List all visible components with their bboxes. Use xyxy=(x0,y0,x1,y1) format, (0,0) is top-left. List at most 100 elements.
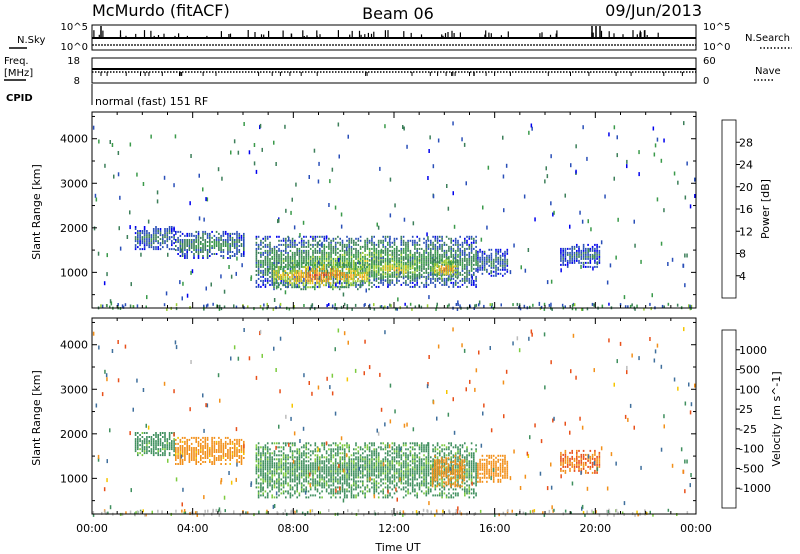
nsearch-tick-high: 10^5 xyxy=(703,22,730,33)
data-cell xyxy=(314,257,317,260)
data-cell xyxy=(582,249,585,252)
data-cell xyxy=(582,265,585,268)
data-cell xyxy=(440,267,443,270)
data-cell xyxy=(497,260,499,263)
data-cell xyxy=(663,305,665,309)
data-cell xyxy=(375,265,378,268)
data-cell xyxy=(634,243,636,248)
data-cell xyxy=(594,251,596,254)
data-cell xyxy=(562,259,564,262)
data-cell xyxy=(134,434,137,436)
data-cell xyxy=(677,180,679,185)
data-cell xyxy=(461,249,464,252)
data-cell xyxy=(288,307,291,311)
data-cell xyxy=(150,244,153,247)
data-cell xyxy=(341,452,344,455)
data-cell xyxy=(204,457,207,459)
data-cell xyxy=(159,432,162,434)
data-cell xyxy=(371,239,373,242)
data-cell xyxy=(481,258,484,261)
data-cell xyxy=(298,462,301,465)
data-cell xyxy=(490,264,493,267)
data-cell xyxy=(359,272,361,275)
data-cell xyxy=(262,470,264,473)
data-cell xyxy=(409,251,412,254)
data-cell xyxy=(325,490,328,493)
data-cell xyxy=(423,241,425,244)
data-cell xyxy=(280,488,283,491)
data-cell xyxy=(321,241,323,244)
data-cell xyxy=(319,456,321,459)
data-cell xyxy=(266,302,268,306)
data-cell xyxy=(275,285,278,290)
data-cell xyxy=(343,462,346,465)
data-cell xyxy=(262,245,264,248)
data-cell xyxy=(334,286,336,289)
data-cell xyxy=(446,304,449,308)
data-cell xyxy=(287,251,289,254)
data-cell xyxy=(277,268,280,271)
data-cell xyxy=(438,267,441,270)
data-cell xyxy=(294,460,296,463)
data-cell xyxy=(197,245,200,247)
data-cell xyxy=(95,197,98,202)
data-cell xyxy=(332,259,335,262)
data-cell xyxy=(358,260,361,265)
data-cell xyxy=(448,249,450,252)
data-cell xyxy=(312,271,314,274)
data-cell xyxy=(236,234,238,237)
data-cell xyxy=(319,472,321,475)
data-cell xyxy=(309,272,311,275)
data-cell xyxy=(222,230,225,233)
data-cell xyxy=(323,486,326,489)
data-cell xyxy=(206,453,209,455)
data-cell xyxy=(179,251,182,253)
data-cell xyxy=(441,235,443,238)
data-cell xyxy=(159,450,162,453)
data-cell xyxy=(416,279,418,282)
ytick-label: 1000 xyxy=(60,266,88,279)
data-cell xyxy=(414,259,416,262)
data-cell xyxy=(328,458,330,461)
data-cell xyxy=(346,494,348,497)
data-cell xyxy=(380,261,382,264)
data-cell xyxy=(402,275,405,278)
data-cell xyxy=(312,253,314,256)
data-cell xyxy=(364,253,366,256)
data-cell xyxy=(441,247,443,250)
data-cell xyxy=(411,259,414,262)
data-cell xyxy=(273,257,276,260)
data-cell xyxy=(447,269,450,272)
data-cell xyxy=(155,440,157,443)
data-cell xyxy=(164,438,166,441)
data-cell xyxy=(106,272,108,277)
data-cell xyxy=(325,272,327,275)
data-cell xyxy=(266,269,269,272)
data-cell xyxy=(323,476,326,479)
data-cell xyxy=(325,452,328,455)
data-cell xyxy=(479,266,481,269)
data-cell xyxy=(319,263,321,266)
data-cell xyxy=(576,259,578,262)
data-cell xyxy=(224,245,227,247)
data-cell xyxy=(350,266,352,269)
data-cell xyxy=(312,474,314,477)
data-cell xyxy=(264,255,267,258)
data-cell xyxy=(318,282,321,285)
data-cell xyxy=(336,268,339,271)
data-cell xyxy=(341,247,344,250)
data-cell xyxy=(502,174,505,179)
data-cell xyxy=(312,259,314,262)
data-cell xyxy=(368,278,370,281)
data-cell xyxy=(343,476,346,479)
data-cell xyxy=(166,236,169,239)
data-cell xyxy=(229,457,231,459)
data-cell xyxy=(396,247,398,250)
data-cell xyxy=(213,463,216,465)
data-cell xyxy=(276,235,278,238)
data-cell xyxy=(257,446,260,449)
data-cell xyxy=(110,301,113,306)
data-cell xyxy=(231,255,234,257)
data-cell xyxy=(466,267,468,270)
data-cell xyxy=(414,273,416,276)
